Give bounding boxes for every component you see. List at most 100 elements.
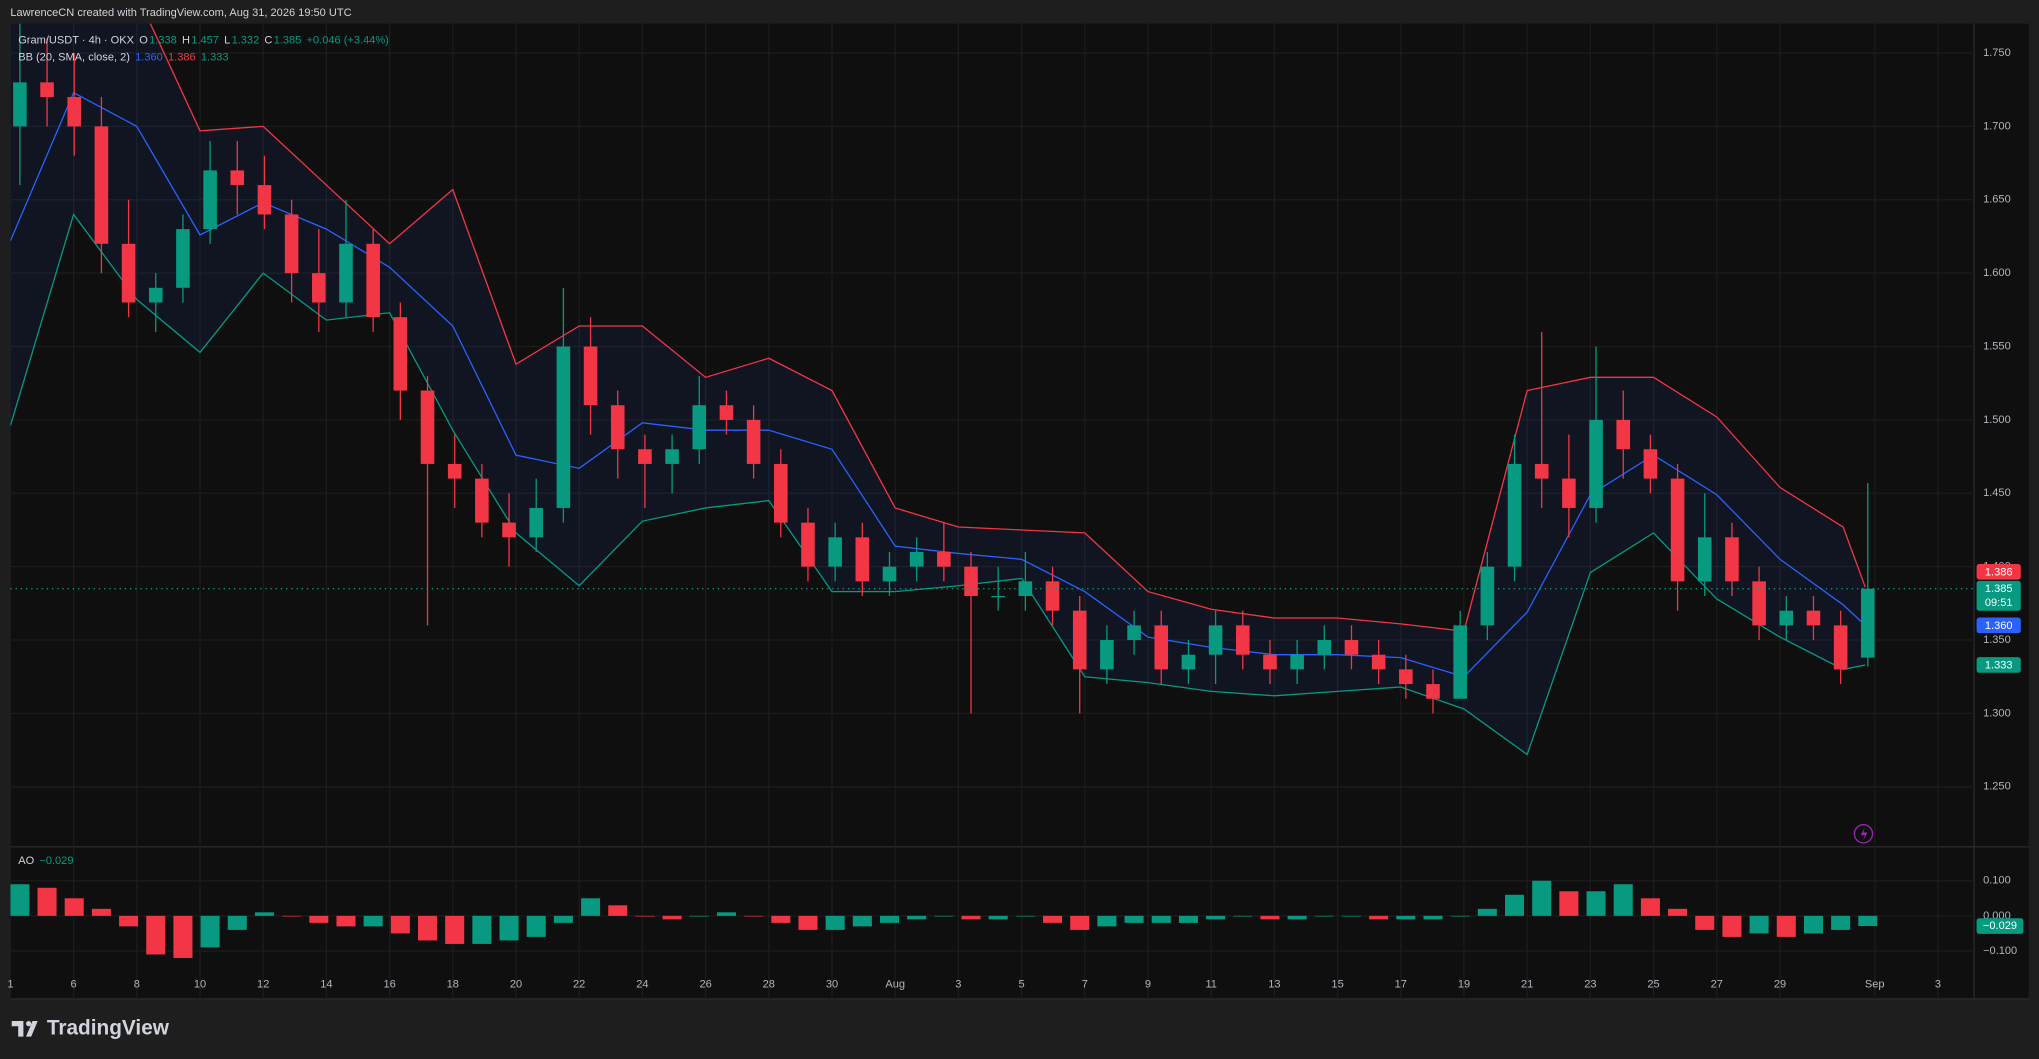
alert-bolt[interactable]: [1860, 827, 1868, 841]
ao-bar: [64, 898, 84, 916]
x-tick-label: 24: [636, 979, 648, 991]
legend-symbol: Gram/USDT · 4h · OKX: [18, 34, 134, 46]
y-tick-label: −0.100: [1983, 945, 2017, 957]
alert-ring[interactable]: [1853, 824, 1874, 844]
x-tick-label: 25: [1647, 979, 1659, 991]
logo-dot: [26, 1021, 32, 1027]
candle-body: [366, 243, 380, 318]
ao-bar: [689, 915, 709, 917]
candle-body: [1480, 566, 1495, 626]
ao-bar: [1640, 898, 1660, 916]
price-tag-label: 1.385: [1985, 583, 2013, 595]
chart-pane: [10, 23, 2029, 999]
indicator-name: BB (20, SMA, close, 2): [18, 51, 130, 63]
ao-bar: [1206, 915, 1226, 920]
candle-body: [40, 82, 54, 98]
candle-body: [176, 229, 190, 288]
ao-bar: [825, 915, 845, 930]
ao-bar: [1613, 884, 1633, 916]
price-tag-label: 1.333: [1985, 660, 2013, 672]
ao-bar: [635, 915, 655, 917]
y-tick-label: 1.750: [1983, 47, 2011, 59]
indicator-value: 1.386: [168, 51, 196, 63]
ao-bar: [1477, 908, 1497, 916]
candle-body: [801, 522, 815, 567]
ao-bar: [146, 915, 166, 955]
candle-body: [339, 243, 353, 303]
ao-bar: [499, 915, 519, 941]
x-tick-label: 14: [320, 979, 332, 991]
ao-bar: [227, 915, 247, 930]
legend-value: 1.338: [149, 34, 177, 46]
ao-bar: [1341, 915, 1361, 917]
ao-bar: [1260, 915, 1280, 920]
candle-body: [964, 566, 978, 597]
candle-body: [1861, 588, 1875, 658]
x-tick-label: 3: [955, 979, 961, 991]
x-tick-label: 5: [1019, 979, 1025, 991]
candle-body: [1670, 478, 1685, 582]
candle-body: [1806, 610, 1821, 626]
ao-legend-value: −0.029: [39, 855, 73, 867]
ao-bar: [1043, 915, 1063, 923]
y-tick-label: 1.300: [1983, 707, 2011, 719]
ao-bar: [961, 915, 981, 920]
ao-bar: [282, 915, 302, 917]
candle-body: [1263, 654, 1277, 670]
y-tick-label: 1.550: [1983, 340, 2011, 352]
candle-body: [230, 170, 245, 186]
candle-body: [1399, 669, 1413, 685]
ao-bar: [445, 915, 465, 944]
candle-body: [475, 478, 489, 523]
ao-bar: [716, 912, 736, 916]
ao-bar: [418, 915, 438, 941]
ao-bar: [336, 915, 356, 927]
ao-title: AO: [18, 855, 34, 867]
ao-bar: [37, 887, 57, 916]
y-tick-label: 1.600: [1983, 267, 2011, 279]
legend-value: 1.332: [232, 34, 260, 46]
candle-body: [909, 551, 924, 567]
ao-bar: [744, 915, 764, 917]
indicator-value: 1.333: [201, 51, 229, 63]
x-tick-label: 6: [71, 979, 77, 991]
candle-body: [1072, 610, 1087, 670]
candle-body: [1562, 478, 1576, 508]
ao-bar: [1559, 891, 1579, 916]
candle-body: [148, 287, 163, 303]
x-tick-label: 21: [1521, 979, 1533, 991]
ao-bar: [309, 915, 329, 923]
x-tick-label: 7: [1082, 979, 1088, 991]
ao-bar: [1668, 908, 1688, 916]
candle-body: [447, 463, 462, 479]
candle-body: [94, 126, 109, 244]
candle-body: [855, 537, 870, 582]
x-tick-label: 29: [1774, 979, 1786, 991]
x-tick-label: 18: [447, 979, 459, 991]
ao-tag-label: −0.029: [1983, 920, 2017, 932]
legend-key: H: [182, 34, 190, 46]
candle-body: [828, 537, 842, 567]
candle-body: [420, 390, 435, 464]
ao-bar: [581, 898, 601, 916]
candle-body: [638, 449, 652, 464]
y-tick-label: 1.250: [1983, 781, 2011, 793]
candle-body: [312, 273, 326, 303]
ao-bar: [1423, 915, 1443, 920]
ao-bar: [1151, 915, 1171, 923]
y-tick-label: 0.100: [1983, 875, 2011, 887]
ao-bar: [1831, 915, 1851, 930]
x-tick-label: 1: [7, 979, 13, 991]
x-tick-label: Sep: [1865, 979, 1885, 991]
candle-body: [719, 405, 734, 420]
x-tick-label: 22: [573, 979, 585, 991]
band-upper: [149, 23, 1866, 632]
alert-icon[interactable]: [1853, 824, 1874, 844]
ao-bar: [91, 908, 111, 916]
candle-body: [1589, 419, 1603, 508]
ao-bar: [934, 915, 954, 917]
candle-body: [203, 170, 217, 230]
price-tag: [1976, 563, 2021, 580]
x-tick-label: 15: [1331, 979, 1343, 991]
